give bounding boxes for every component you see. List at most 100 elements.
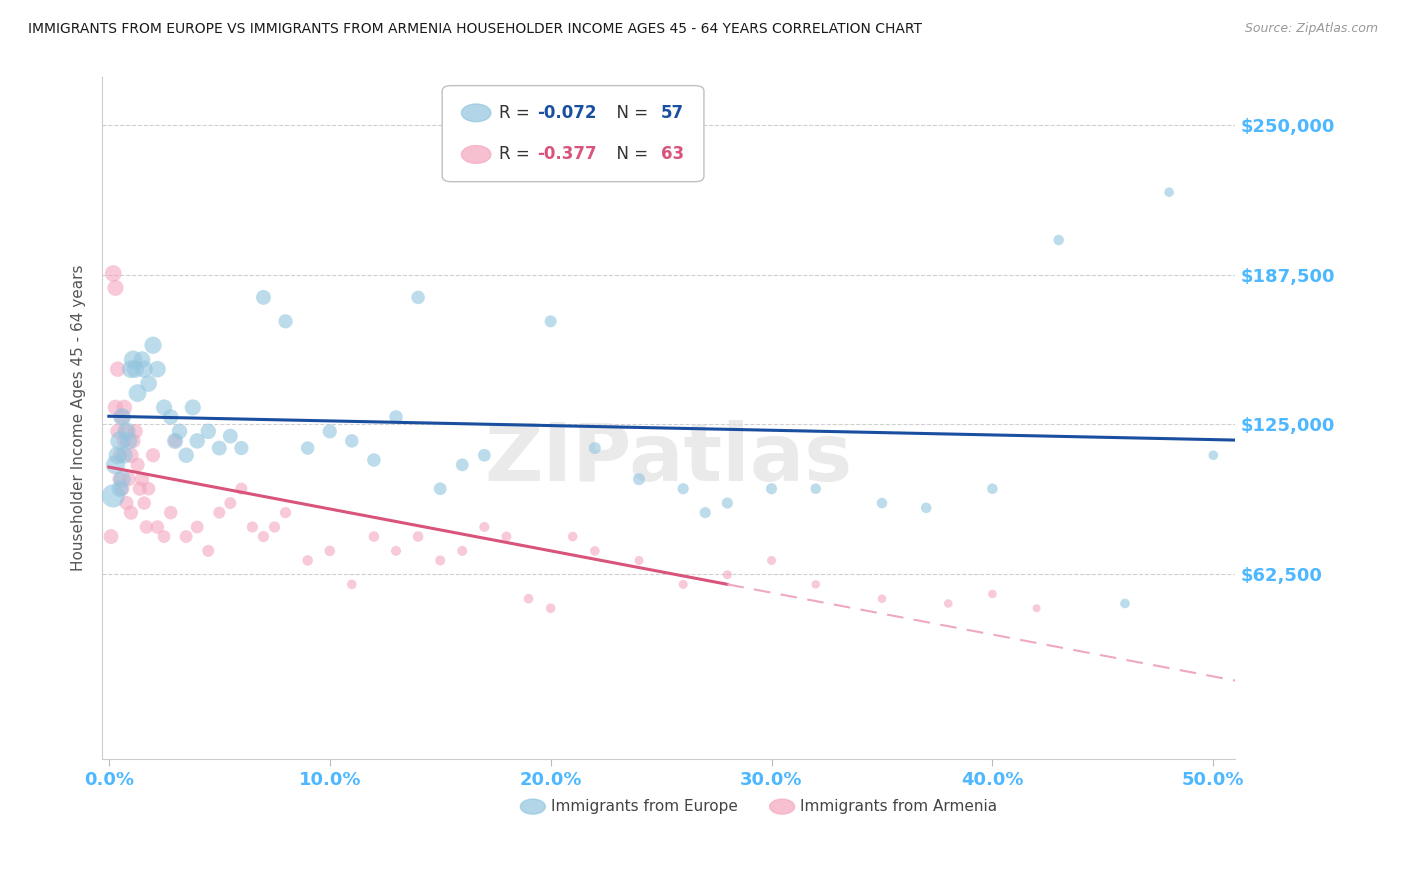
Point bbox=[274, 506, 297, 520]
Point bbox=[197, 544, 219, 558]
Point bbox=[186, 434, 208, 448]
Point bbox=[107, 425, 129, 439]
Point bbox=[134, 496, 156, 510]
Point bbox=[208, 506, 231, 520]
Point bbox=[122, 352, 145, 367]
Point bbox=[138, 482, 160, 496]
Point bbox=[1047, 233, 1070, 247]
Text: ZIPatlas: ZIPatlas bbox=[485, 420, 853, 498]
Point bbox=[263, 520, 285, 534]
Point bbox=[165, 434, 187, 448]
Point bbox=[146, 520, 169, 534]
Point bbox=[208, 441, 231, 455]
Circle shape bbox=[520, 799, 546, 814]
Point bbox=[297, 553, 319, 567]
Point bbox=[540, 601, 562, 615]
Text: IMMIGRANTS FROM EUROPE VS IMMIGRANTS FROM ARMENIA HOUSEHOLDER INCOME AGES 45 - 6: IMMIGRANTS FROM EUROPE VS IMMIGRANTS FRO… bbox=[28, 22, 922, 37]
Point bbox=[915, 500, 938, 515]
Text: N =: N = bbox=[606, 145, 654, 163]
Point bbox=[672, 482, 695, 496]
Point bbox=[138, 376, 160, 391]
Point bbox=[111, 409, 134, 424]
Point bbox=[231, 482, 253, 496]
Point bbox=[231, 441, 253, 455]
Point bbox=[108, 482, 131, 496]
Point bbox=[716, 496, 738, 510]
Point bbox=[804, 577, 827, 591]
Text: R =: R = bbox=[499, 145, 534, 163]
Point bbox=[672, 577, 695, 591]
Text: 63: 63 bbox=[661, 145, 683, 163]
Point bbox=[111, 482, 134, 496]
Point bbox=[100, 530, 122, 544]
Point bbox=[340, 577, 363, 591]
Point bbox=[120, 506, 142, 520]
Point bbox=[981, 587, 1004, 601]
Point bbox=[104, 458, 127, 472]
Point bbox=[112, 434, 135, 448]
Point bbox=[104, 401, 127, 415]
Point bbox=[142, 338, 165, 352]
Point bbox=[219, 429, 242, 443]
Point bbox=[761, 482, 783, 496]
Point bbox=[153, 401, 176, 415]
Point bbox=[103, 267, 125, 281]
Point bbox=[695, 506, 717, 520]
Text: R =: R = bbox=[499, 103, 534, 122]
Point bbox=[319, 425, 342, 439]
FancyBboxPatch shape bbox=[441, 86, 704, 182]
Point bbox=[108, 448, 131, 462]
Point bbox=[627, 553, 650, 567]
Point bbox=[981, 482, 1004, 496]
Point bbox=[319, 544, 342, 558]
Point bbox=[134, 362, 156, 376]
Point bbox=[406, 530, 429, 544]
Point bbox=[804, 482, 827, 496]
Point bbox=[115, 425, 138, 439]
Point bbox=[495, 530, 517, 544]
Text: N =: N = bbox=[606, 103, 654, 122]
Circle shape bbox=[769, 799, 794, 814]
Point bbox=[274, 314, 297, 328]
Point bbox=[252, 290, 274, 304]
Point bbox=[122, 434, 145, 448]
Point bbox=[124, 425, 146, 439]
Point bbox=[540, 314, 562, 328]
Point bbox=[583, 544, 606, 558]
Circle shape bbox=[461, 104, 491, 121]
Point bbox=[385, 544, 408, 558]
Point bbox=[363, 530, 385, 544]
Point bbox=[252, 530, 274, 544]
Point bbox=[186, 520, 208, 534]
Point bbox=[120, 448, 142, 462]
Y-axis label: Householder Income Ages 45 - 64 years: Householder Income Ages 45 - 64 years bbox=[72, 265, 86, 572]
Point bbox=[135, 520, 157, 534]
Point bbox=[716, 567, 738, 582]
Point bbox=[297, 441, 319, 455]
Point bbox=[561, 530, 583, 544]
Point bbox=[451, 544, 474, 558]
Text: 57: 57 bbox=[661, 103, 683, 122]
Point bbox=[169, 425, 191, 439]
Text: Immigrants from Armenia: Immigrants from Armenia bbox=[800, 799, 997, 814]
Point bbox=[1202, 448, 1225, 462]
Point bbox=[103, 489, 125, 503]
Point bbox=[108, 472, 131, 486]
Point bbox=[472, 448, 495, 462]
Point bbox=[131, 472, 153, 486]
Point bbox=[115, 425, 138, 439]
Point bbox=[112, 401, 135, 415]
Point bbox=[159, 409, 181, 424]
Point bbox=[219, 496, 242, 510]
Point bbox=[870, 496, 893, 510]
Point bbox=[112, 448, 135, 462]
Point bbox=[124, 362, 146, 376]
Point bbox=[111, 472, 134, 486]
Point bbox=[517, 591, 540, 606]
Point bbox=[1114, 597, 1136, 611]
Text: -0.377: -0.377 bbox=[537, 145, 598, 163]
Point bbox=[363, 453, 385, 467]
Point bbox=[385, 409, 408, 424]
Point bbox=[104, 281, 127, 295]
Point bbox=[761, 553, 783, 567]
